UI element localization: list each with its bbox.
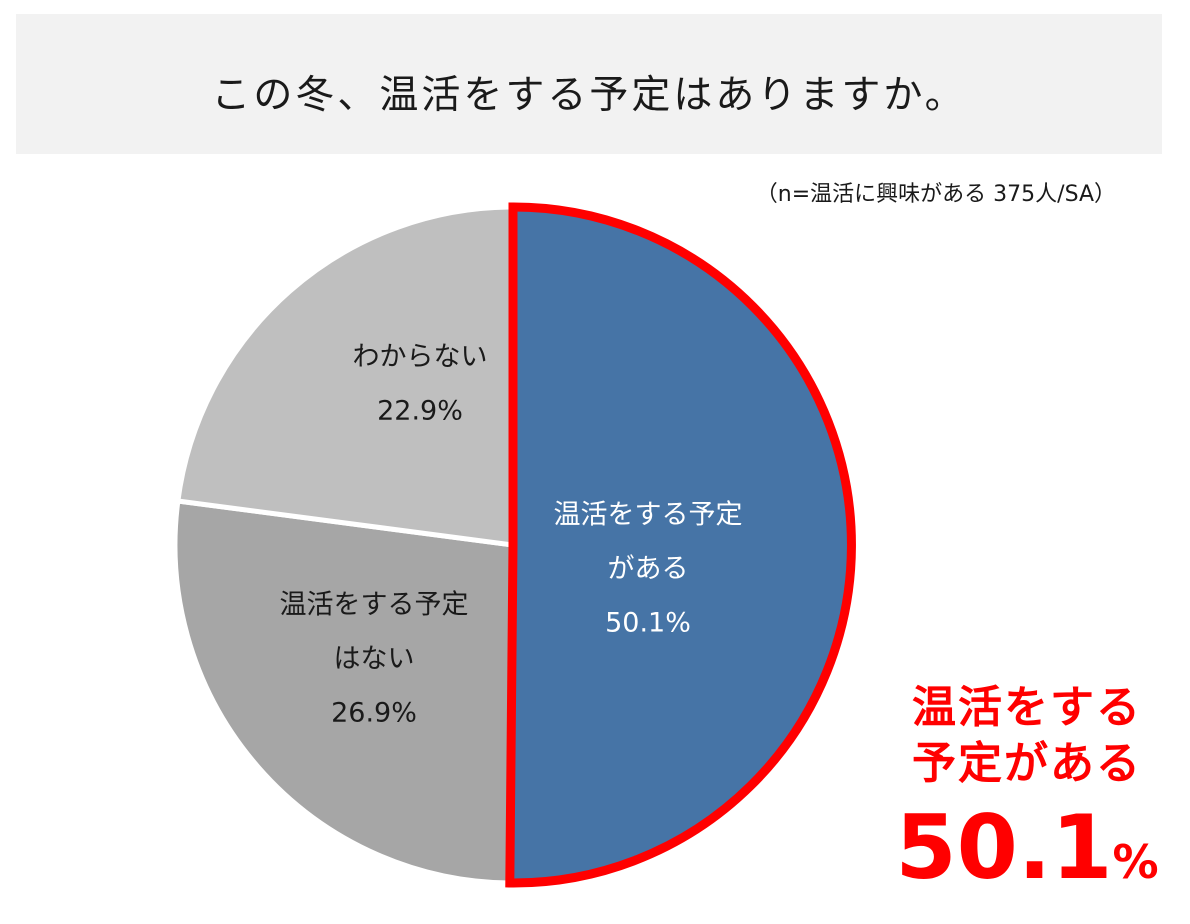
title-bar: この冬、温活をする予定はありますか。 — [16, 14, 1162, 154]
slice-label-no: 温活をする予定 — [280, 590, 469, 621]
callout-line-2: 予定がある — [912, 738, 1142, 789]
chart-title: この冬、温活をする予定はありますか。 — [211, 73, 967, 118]
highlight-outline — [505, 202, 856, 888]
sample-note: （n=温活に興味がある 375人/SA） — [755, 182, 1116, 207]
callout-line-1: 温活をする — [912, 682, 1142, 733]
callout-value: 50.1 — [895, 796, 1113, 899]
pie-slice-unknown — [175, 204, 516, 548]
pie-slice-yes — [507, 204, 854, 886]
highlight-callout: 温活をする 予定がある 50.1% — [882, 680, 1172, 910]
value-label-yes: 50.1% — [605, 608, 691, 639]
slice-label-no: はない — [334, 644, 415, 675]
value-label-unknown: 22.9% — [377, 396, 463, 427]
callout-value-row: 50.1% — [882, 800, 1172, 910]
slice-label-yes: 温活をする予定 — [554, 500, 743, 531]
slice-label-yes: がある — [608, 554, 689, 585]
pie-slice-no — [172, 498, 516, 886]
callout-unit: % — [1112, 835, 1159, 889]
value-label-no: 26.9% — [331, 698, 417, 729]
slice-label-unknown: わからない — [353, 342, 488, 373]
